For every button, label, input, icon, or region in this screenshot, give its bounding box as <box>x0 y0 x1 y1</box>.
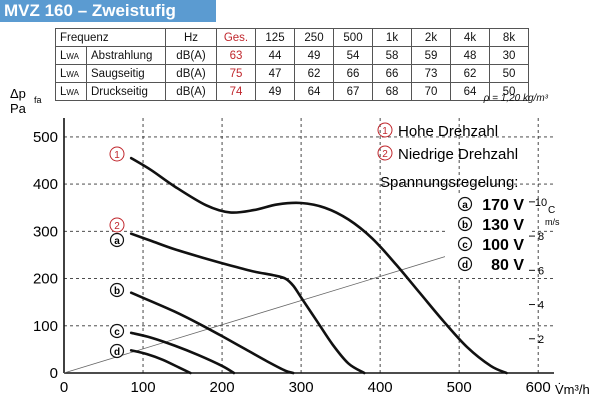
y-tick-label: 100 <box>33 318 58 335</box>
row-total: 74 <box>216 82 256 101</box>
y2-axis-label-top: C <box>548 205 555 216</box>
x-tick-label: 100 <box>131 379 156 396</box>
curve-b <box>129 291 295 375</box>
x-tick-label: 600 <box>526 379 551 396</box>
lwa-letter: L <box>60 49 67 62</box>
curve-1 <box>129 156 508 375</box>
curve-marker-d <box>109 343 125 359</box>
legend-voltage-label-a: 170 V <box>482 197 524 214</box>
lwa-letter: L <box>60 67 67 80</box>
y-axis-label-unit: Pa <box>10 101 27 116</box>
y2-axis-label-unit: m/s <box>545 217 560 227</box>
velocity-line <box>63 237 507 374</box>
lwa-symbol: LWA <box>55 82 87 101</box>
curve-marker-text-c: c <box>114 327 120 338</box>
legend: 1 Hohe Drehzahl 2 Niedrige Drehzahl Span… <box>377 122 529 277</box>
curve-marker-text-a: a <box>114 236 120 247</box>
legend-voltage-symbol-text-d: d <box>462 260 468 271</box>
curve-marker-1 <box>109 146 125 162</box>
x-tick-label: 200 <box>210 379 235 396</box>
lwa-letter: L <box>60 85 67 98</box>
row-label: Abstrahlung <box>86 46 166 65</box>
legend-voltage-symbol-text-a: a <box>462 200 468 211</box>
x-tick-label: 300 <box>289 379 314 396</box>
row-unit: dB(A) <box>165 82 217 101</box>
y2-tick-label: 10 <box>535 197 547 209</box>
y2-tick-label: 6 <box>538 265 544 277</box>
row-total: 75 <box>216 64 256 83</box>
legend-symbol-high <box>377 122 393 138</box>
legend-symbol-low-text: 2 <box>382 149 388 160</box>
cell-value: 30 <box>489 46 529 65</box>
legend-voltage-label-d: 80 V <box>491 257 524 274</box>
legend-label-high: Hohe Drehzahl <box>398 123 498 140</box>
title-bar: MVZ 160 – Zweistufig <box>0 0 216 22</box>
cell-value: 68 <box>372 82 412 101</box>
y-tick-label: 0 <box>50 365 58 382</box>
legend-voltage-symbol-a <box>457 196 473 212</box>
curve-marker-text-d: d <box>114 347 120 358</box>
legend-regulation-title: Spannungsregelung: <box>380 174 518 191</box>
table-row: LWA Abstrahlung dB(A) 63 44 49 54 58 59 … <box>55 46 529 65</box>
lwa-subscript: WA <box>66 51 79 61</box>
x-tick-label: 0 <box>60 379 68 396</box>
page-title: MVZ 160 – Zweistufig <box>4 1 176 20</box>
x-axis-label: V̇m³/h <box>555 382 590 397</box>
lwa-subscript: WA <box>66 87 79 97</box>
y-tick-label: 300 <box>33 223 58 240</box>
lwa-subscript: WA <box>66 69 79 79</box>
legend-label-low: Niedrige Drehzahl <box>398 146 518 163</box>
legend-symbol-low <box>377 145 393 161</box>
curve-marker-c <box>109 323 125 339</box>
curve-a <box>129 232 366 375</box>
curve-marker-a <box>109 232 125 248</box>
legend-voltage-symbol-d <box>457 256 473 272</box>
cell-value: 67 <box>333 82 373 101</box>
legend-symbol-high-text: 1 <box>382 126 388 137</box>
legend-voltage-symbol-text-b: b <box>462 220 468 231</box>
curve-markers: 1 2 a b cd <box>109 146 125 359</box>
table-row: LWA Druckseitig dB(A) 74 49 64 67 68 70 … <box>55 82 529 101</box>
air-density-note: ρ = 1,20 kg/m³ <box>483 93 548 104</box>
curve-marker-2 <box>109 217 125 233</box>
y-axis-label-sub: fa <box>34 95 42 105</box>
curve-marker-text-2: 2 <box>114 221 120 232</box>
col-header-8k: 8k <box>489 28 529 47</box>
cell-value: 59 <box>411 46 451 65</box>
table-row: LWA Saugseitig dB(A) 75 47 62 66 66 73 6… <box>55 64 529 83</box>
legend-voltages: a 170 V b 130 V c 100 V d 80 V <box>457 196 524 274</box>
y-tick-label: 400 <box>33 176 58 193</box>
legend-voltage-symbol-b <box>457 216 473 232</box>
x-tick-label: 500 <box>447 379 472 396</box>
curves <box>129 156 508 375</box>
legend-voltage-symbol-c <box>457 236 473 252</box>
y-tick-label: 200 <box>33 271 58 288</box>
curve-marker-text-1: 1 <box>114 150 120 161</box>
curve-marker-text-b: b <box>114 286 120 297</box>
y2-tick-label: 4 <box>538 300 544 312</box>
legend-voltage-symbol-text-c: c <box>462 240 468 251</box>
y-tick-label: 500 <box>33 129 58 146</box>
legend-voltage-label-c: 100 V <box>482 237 524 254</box>
row-label: Druckseitig <box>86 82 166 101</box>
curve-c <box>129 331 236 375</box>
sound-power-table: Frequenz Hz Ges. 125 250 500 1k 2k 4k 8k… <box>55 28 529 101</box>
curve-marker-b <box>109 282 125 298</box>
y2-tick-label: 8 <box>538 231 544 243</box>
legend-voltage-label-b: 130 V <box>482 217 524 234</box>
cell-value: 64 <box>294 82 334 101</box>
x-tick-label: 400 <box>368 379 393 396</box>
y2-tick-label: 2 <box>538 334 544 346</box>
curve-d <box>129 349 192 375</box>
y-axis-label-main: Δp <box>10 86 26 101</box>
axes: 0 100 200 300 400 500 600010020030040050024681… <box>33 118 554 396</box>
cell-value: 50 <box>489 82 529 101</box>
